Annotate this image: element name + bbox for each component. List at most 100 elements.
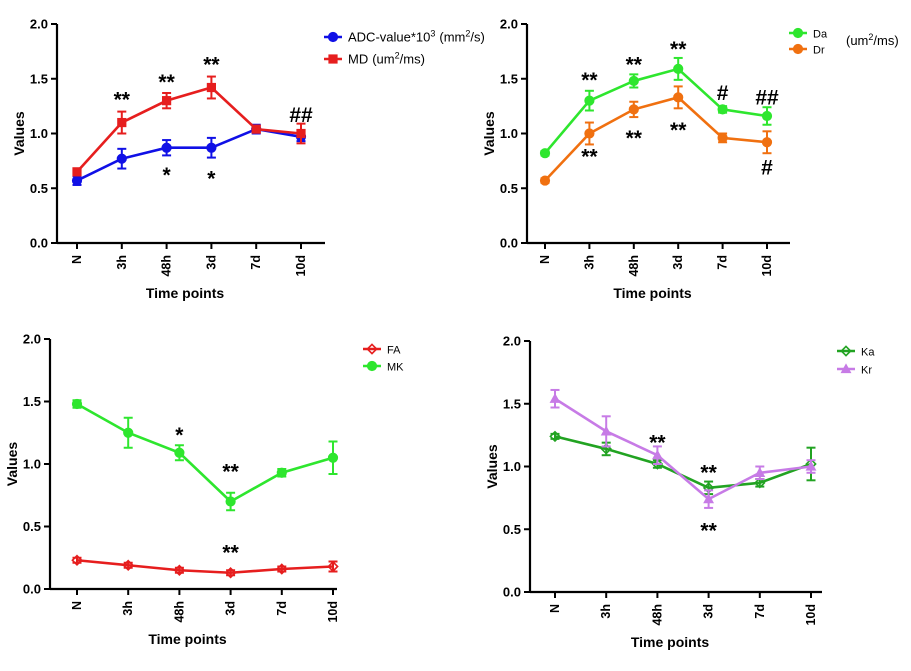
significance-mark: ** xyxy=(700,462,717,485)
data-point xyxy=(276,563,288,575)
y-tick-label: 2.0 xyxy=(500,17,518,32)
data-point xyxy=(174,447,185,458)
data-point xyxy=(117,117,127,128)
x-tick-label: 48h xyxy=(650,604,664,626)
y-tick-label: 1.0 xyxy=(500,126,518,141)
series-line xyxy=(76,558,334,575)
legend-marker xyxy=(840,345,852,357)
data-point xyxy=(276,467,287,478)
x-tick-label: 3h xyxy=(121,601,135,616)
data-point xyxy=(549,430,561,443)
data-point xyxy=(651,458,664,470)
y-tick-label: 2.0 xyxy=(503,334,521,349)
data-point xyxy=(600,425,612,436)
significance-mark: ** xyxy=(626,127,643,150)
data-point xyxy=(71,554,83,566)
x-tick-label: N xyxy=(538,255,552,264)
data-point xyxy=(206,82,216,93)
series-fa xyxy=(71,554,339,579)
y-tick-label: 1.0 xyxy=(23,457,41,472)
x-tick-label: 10d xyxy=(326,601,340,623)
data-point xyxy=(703,493,715,504)
y-axis-label: Values xyxy=(4,442,20,487)
series-line xyxy=(76,86,302,173)
series-mk xyxy=(71,398,339,512)
data-point xyxy=(224,567,237,579)
data-point xyxy=(673,63,684,74)
chart-panel-top-right: 0.0 0.5 1.0 1.5 2.0 N 3h 48h 3d 7d 10d Time points V… xyxy=(481,17,899,302)
data-point xyxy=(206,142,217,153)
data-point xyxy=(754,477,766,489)
legend-marker xyxy=(366,360,378,372)
data-point xyxy=(162,96,172,106)
series-da xyxy=(539,56,773,159)
x-tick-label: 3h xyxy=(599,604,613,619)
significance-mark: * xyxy=(207,167,216,190)
legend-label: Ka xyxy=(861,347,875,359)
data-point xyxy=(173,564,186,576)
legend-marker xyxy=(840,363,852,374)
data-point xyxy=(754,467,766,477)
significance-mark: # xyxy=(717,82,729,105)
x-tick-label: 7d xyxy=(275,601,289,616)
data-point xyxy=(123,427,134,438)
significance-mark: ## xyxy=(755,86,779,109)
series-line xyxy=(76,402,334,504)
series-md xyxy=(72,75,306,177)
x-tick-label: 7d xyxy=(716,255,730,270)
legend-marker xyxy=(327,31,339,43)
legend-label: MK xyxy=(387,362,404,374)
significance-mark: ** xyxy=(114,88,131,111)
legend-label: Kr xyxy=(861,365,872,377)
x-tick-label: 48h xyxy=(160,255,174,277)
significance-mark: ** xyxy=(670,38,687,61)
y-tick-label: 1.5 xyxy=(30,71,48,86)
y-tick-label: 2.0 xyxy=(23,332,41,347)
significance-mark: ** xyxy=(700,519,717,542)
data-point xyxy=(717,132,728,143)
y-tick-label: 0.0 xyxy=(500,236,518,251)
series-line xyxy=(554,435,812,490)
y-tick-label: 0.0 xyxy=(23,582,41,597)
x-tick-label: 3h xyxy=(115,255,129,270)
y-tick-label: 1.0 xyxy=(30,126,48,141)
data-point xyxy=(628,75,639,87)
y-tick-label: 1.0 xyxy=(503,459,521,474)
series-line xyxy=(76,127,302,182)
significance-mark: * xyxy=(175,424,184,447)
x-tick-label: 48h xyxy=(627,255,641,277)
x-tick-label: N xyxy=(548,604,562,613)
x-tick-label: 3d xyxy=(204,255,218,270)
data-point xyxy=(805,460,817,471)
x-tick-label: 10d xyxy=(804,604,818,626)
data-point xyxy=(539,175,551,186)
series-dr xyxy=(539,85,773,186)
chart-panel-bottom-right: 0.0 0.5 1.0 1.5 2.0 N 3h 48h 3d 7d 10d Time points V… xyxy=(484,334,875,651)
series-line xyxy=(544,67,768,155)
significance-mark: ** xyxy=(581,145,598,168)
legend-marker xyxy=(366,343,378,355)
y-tick-label: 0.0 xyxy=(30,236,48,251)
legend-label: Da xyxy=(813,29,828,41)
data-point xyxy=(71,398,83,410)
data-point xyxy=(251,124,261,134)
y-axis-label: Values xyxy=(484,444,500,489)
x-tick-label: 10d xyxy=(294,255,308,277)
x-tick-label: N xyxy=(70,601,84,610)
significance-mark: ** xyxy=(649,431,666,454)
significance-mark: ** xyxy=(581,69,598,92)
legend-marker xyxy=(328,54,338,64)
data-point xyxy=(116,153,127,164)
legend: FA MK xyxy=(363,343,404,374)
data-point xyxy=(72,167,82,177)
data-point xyxy=(539,148,551,159)
legend-label: Dr xyxy=(813,45,825,57)
y-tick-label: 0.0 xyxy=(503,585,521,600)
legend: Da Dr (um2/ms) xyxy=(789,27,899,57)
significance-mark: ** xyxy=(222,460,239,483)
data-point xyxy=(327,560,339,573)
series-ka xyxy=(549,430,817,496)
data-point xyxy=(584,95,595,106)
y-axis-label: Values xyxy=(11,111,27,156)
